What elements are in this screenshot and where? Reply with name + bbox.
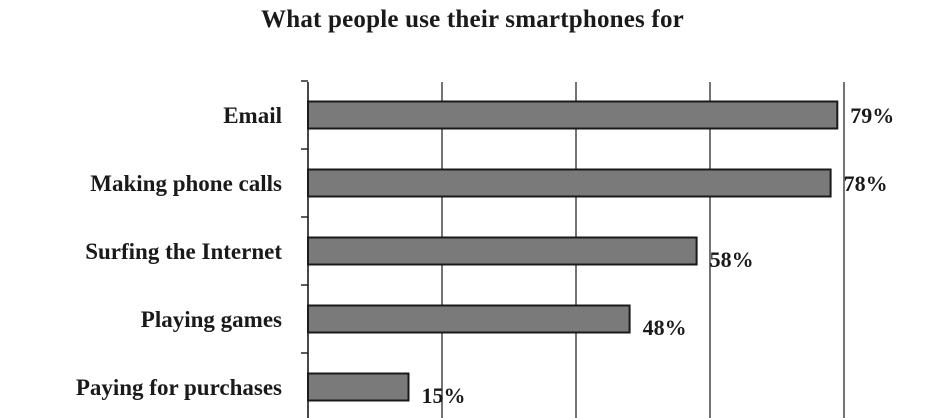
category-label: Making phone calls bbox=[90, 171, 282, 196]
value-labels: 79% 78% 58% 48% 15% bbox=[422, 103, 895, 408]
chart-title: What people use their smartphones for bbox=[261, 6, 684, 33]
bar bbox=[307, 236, 698, 266]
data-label: 48% bbox=[643, 315, 687, 340]
data-label: 58% bbox=[710, 247, 754, 272]
category-label: Paying for purchases bbox=[76, 375, 282, 400]
data-label: 15% bbox=[422, 383, 466, 408]
data-label: 79% bbox=[850, 103, 894, 128]
bar bbox=[307, 372, 410, 402]
y-axis bbox=[301, 80, 309, 418]
bars bbox=[307, 100, 839, 402]
category-label: Playing games bbox=[141, 307, 282, 332]
category-label: Surfing the Internet bbox=[85, 239, 282, 264]
category-label: Email bbox=[223, 103, 282, 128]
bar bbox=[307, 100, 839, 130]
data-label: 78% bbox=[844, 171, 888, 196]
bar bbox=[307, 168, 832, 198]
bar bbox=[307, 304, 631, 334]
category-labels: Email Making phone calls Surfing the Inter… bbox=[76, 103, 283, 400]
